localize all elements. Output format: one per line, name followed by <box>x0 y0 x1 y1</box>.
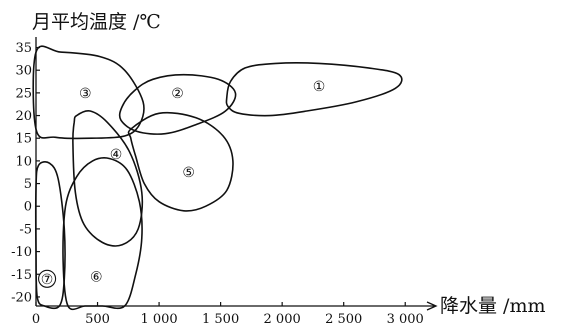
region-label: ⑤ <box>182 165 195 181</box>
x-tick-label: 1 500 <box>202 312 239 327</box>
climate-region-1: ① <box>225 62 403 117</box>
x-tick-label: 3 000 <box>387 312 424 327</box>
climate-region-7: ⑦ <box>34 161 66 310</box>
x-tick-label: 0 <box>32 312 40 327</box>
climate-region-6: ⑥ <box>62 157 143 311</box>
axis-ticks: 0 500 1 000 1 500 2 000 2 500 3 000 -20 -15 -10 -5… <box>11 41 424 327</box>
y-tick-label: 25 <box>15 86 32 101</box>
region-outline <box>32 45 145 140</box>
region-outline <box>34 161 66 310</box>
region-outline <box>127 111 234 212</box>
y-tick-label: -10 <box>11 245 32 260</box>
y-tick-label: 5 <box>24 177 32 192</box>
region-outline <box>225 62 403 117</box>
x-tick-label: 2 000 <box>264 312 301 327</box>
climate-region-3: ③ <box>32 45 145 140</box>
y-tick-label: -5 <box>19 222 32 237</box>
y-tick-label: 15 <box>15 132 32 147</box>
region-outline <box>118 73 237 135</box>
climate-region-5: ⑤ <box>127 111 234 212</box>
x-tick-label: 500 <box>85 312 110 327</box>
y-tick-label: 35 <box>15 41 32 56</box>
region-outline <box>62 157 143 311</box>
climate-region-2: ② <box>118 73 237 135</box>
x-axis-title: 降水量 /mm <box>440 295 545 317</box>
region-label: ⑦ <box>41 272 54 288</box>
x-tick-label: 1 000 <box>140 312 177 327</box>
y-tick-label: 30 <box>15 64 32 79</box>
y-tick-label: 20 <box>15 109 32 124</box>
x-tick-label: 2 500 <box>325 312 362 327</box>
region-label-backdrop <box>38 269 57 288</box>
y-tick-label: -15 <box>11 268 32 283</box>
y-tick-label: -20 <box>11 290 32 305</box>
y-tick-label: 0 <box>24 200 32 215</box>
region-label: ③ <box>79 86 92 102</box>
region-label: ① <box>313 79 326 95</box>
y-tick-label: 10 <box>15 154 32 169</box>
region-label: ⑥ <box>90 270 103 286</box>
y-axis-title: 月平均温度 /℃ <box>32 11 161 33</box>
region-outline <box>72 110 144 247</box>
region-label: ② <box>171 86 184 102</box>
